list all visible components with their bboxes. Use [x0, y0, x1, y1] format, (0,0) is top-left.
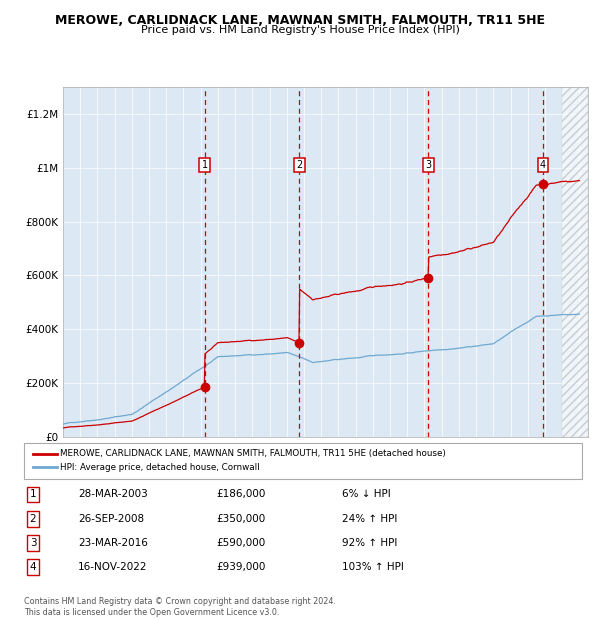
Text: 3: 3: [29, 538, 37, 548]
Text: £939,000: £939,000: [216, 562, 265, 572]
Text: 23-MAR-2016: 23-MAR-2016: [78, 538, 148, 548]
Text: 3: 3: [425, 160, 431, 170]
Text: 92% ↑ HPI: 92% ↑ HPI: [342, 538, 397, 548]
Text: 4: 4: [29, 562, 37, 572]
Text: Price paid vs. HM Land Registry's House Price Index (HPI): Price paid vs. HM Land Registry's House …: [140, 25, 460, 35]
Text: 1: 1: [29, 489, 37, 500]
Text: 4: 4: [540, 160, 546, 170]
Text: Contains HM Land Registry data © Crown copyright and database right 2024.
This d: Contains HM Land Registry data © Crown c…: [24, 598, 336, 617]
Text: 16-NOV-2022: 16-NOV-2022: [78, 562, 148, 572]
Text: 26-SEP-2008: 26-SEP-2008: [78, 513, 144, 524]
Text: 2: 2: [29, 513, 37, 524]
Text: HPI: Average price, detached house, Cornwall: HPI: Average price, detached house, Corn…: [60, 463, 260, 472]
Text: £590,000: £590,000: [216, 538, 265, 548]
Text: 103% ↑ HPI: 103% ↑ HPI: [342, 562, 404, 572]
Text: MEROWE, CARLIDNACK LANE, MAWNAN SMITH, FALMOUTH, TR11 5HE: MEROWE, CARLIDNACK LANE, MAWNAN SMITH, F…: [55, 14, 545, 27]
Text: £350,000: £350,000: [216, 513, 265, 524]
Text: £186,000: £186,000: [216, 489, 265, 500]
Text: 6% ↓ HPI: 6% ↓ HPI: [342, 489, 391, 500]
Text: 28-MAR-2003: 28-MAR-2003: [78, 489, 148, 500]
Text: 2: 2: [296, 160, 302, 170]
Text: 24% ↑ HPI: 24% ↑ HPI: [342, 513, 397, 524]
Text: 1: 1: [202, 160, 208, 170]
Text: MEROWE, CARLIDNACK LANE, MAWNAN SMITH, FALMOUTH, TR11 5HE (detached house): MEROWE, CARLIDNACK LANE, MAWNAN SMITH, F…: [60, 450, 446, 458]
